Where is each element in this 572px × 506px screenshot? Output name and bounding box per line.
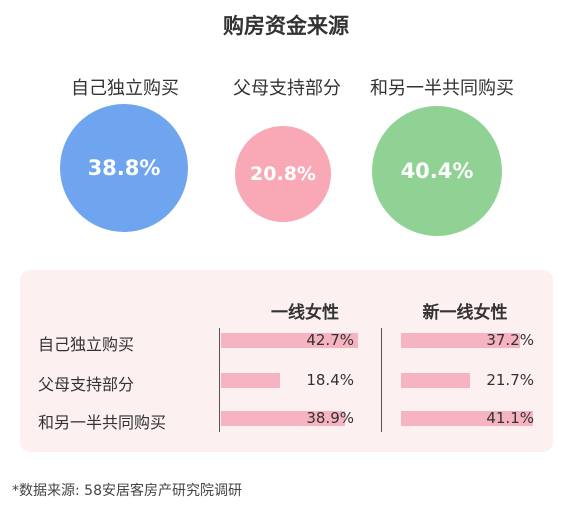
source-footnote: *数据来源: 58安居客房产研究院调研 (12, 483, 242, 499)
bar-new-tier1-self (401, 333, 520, 348)
bar-new-tier1-partner (401, 411, 533, 426)
value-tier1-self: 42.7% (306, 331, 354, 349)
value-tier1-partner: 38.9% (306, 409, 354, 427)
value-new-tier1-parents: 21.7% (486, 371, 534, 389)
chart-title: 购房资金来源 (223, 14, 349, 38)
row-label-partner: 和另一半共同购买 (38, 413, 167, 432)
row-label-self: 自己独立购买 (38, 335, 135, 354)
row-label-parents: 父母支持部分 (38, 375, 135, 394)
bubble-label-self: 自己独立购买 (71, 78, 179, 99)
column-header-tier1: 一线女性 (271, 303, 339, 323)
value-tier1-parents: 18.4% (306, 371, 354, 389)
bubble-self: 38.8% (60, 104, 188, 232)
column-header-new-tier1: 新一线女性 (422, 303, 508, 323)
bubble-label-partner: 和另一半共同购买 (370, 78, 514, 99)
bubble-partner: 40.4% (372, 106, 502, 236)
bubble-parents: 20.8% (235, 126, 331, 222)
bar-new-tier1-parents (401, 373, 470, 388)
bubble-value-parents: 20.8% (250, 163, 316, 185)
bar-tier1-partner (221, 411, 345, 426)
bubble-label-parents: 父母支持部分 (233, 78, 341, 99)
value-new-tier1-partner: 41.1% (486, 409, 534, 427)
bubble-value-self: 38.8% (87, 156, 161, 180)
divider-left (219, 328, 220, 432)
divider-right (381, 328, 382, 432)
bar-tier1-self (221, 333, 358, 348)
bar-tier1-parents (221, 373, 280, 388)
bubble-value-partner: 40.4% (400, 159, 474, 183)
value-new-tier1-self: 37.2% (486, 331, 534, 349)
